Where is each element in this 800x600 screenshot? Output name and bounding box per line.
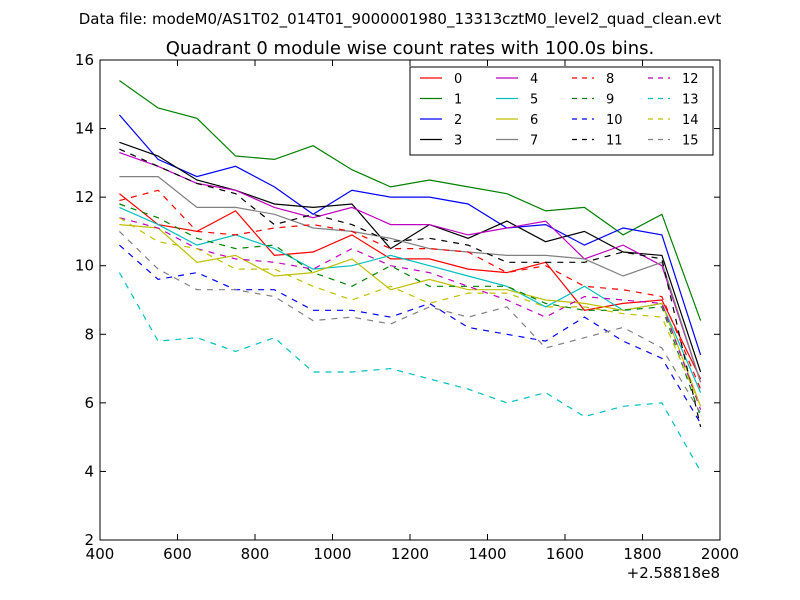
legend-label-7: 7 (530, 134, 538, 149)
series-lines (118, 80, 702, 472)
legend-label-9: 9 (606, 93, 614, 108)
y-tick-label: 6 (84, 394, 94, 412)
y-tick-label: 8 (84, 325, 94, 343)
series-line-5 (119, 206, 702, 393)
chart-suptitle: Data file: modeM0/AS1T02_014T01_90000019… (79, 10, 722, 29)
series-line-3 (119, 141, 702, 373)
x-tick-label: 1800 (623, 545, 661, 563)
legend-label-6: 6 (530, 113, 538, 128)
legend-label-14: 14 (682, 113, 699, 128)
x-tick-label: 1600 (546, 545, 584, 563)
series-line-2 (118, 114, 702, 356)
legend-label-10: 10 (606, 113, 623, 128)
legend-label-15: 15 (682, 134, 699, 149)
series-line-6 (119, 224, 702, 407)
x-tick-label: 1000 (313, 545, 351, 563)
y-tick-label: 12 (75, 188, 94, 206)
x-tick-label: 400 (86, 545, 115, 563)
series-line-0 (119, 193, 702, 380)
series-line-10 (119, 244, 702, 424)
series-line-14 (119, 217, 702, 407)
x-tick-label: 600 (163, 545, 192, 563)
y-tick-label: 14 (75, 120, 94, 138)
series-line-1 (119, 80, 702, 321)
x-tick-label: 1200 (391, 545, 429, 563)
series-line-13 (118, 272, 702, 472)
series-line-11 (119, 148, 702, 428)
series-line-7 (119, 176, 702, 383)
series-line-4 (119, 152, 702, 383)
axis-ticks: 400 600 800 1000 1200 1400 1600 1800 20002468101… (75, 51, 739, 563)
legend-label-2: 2 (454, 113, 462, 128)
plot-frame (99, 59, 721, 541)
x-offset-label: +2.58818e8 (627, 564, 720, 582)
legend-label-5: 5 (530, 93, 538, 108)
legend-box (409, 66, 714, 156)
y-tick-label: 4 (84, 462, 94, 480)
y-tick-label: 2 (84, 531, 94, 549)
x-tick-label: 800 (241, 545, 270, 563)
x-tick-label: 1400 (468, 545, 506, 563)
y-tick-label: 16 (75, 51, 94, 69)
legend-label-1: 1 (454, 93, 462, 108)
legend-label-8: 8 (606, 72, 614, 87)
legend-label-11: 11 (606, 134, 623, 149)
legend-label-0: 0 (454, 72, 462, 87)
legend-label-12: 12 (682, 72, 699, 87)
legend-label-13: 13 (682, 93, 699, 108)
y-tick-label: 10 (75, 257, 94, 275)
legend-label-3: 3 (454, 134, 462, 149)
series-line-9 (119, 203, 702, 417)
legend-label-4: 4 (530, 72, 538, 87)
x-tick-label: 2000 (701, 545, 739, 563)
chart-title: Quadrant 0 module wise count rates with … (166, 38, 655, 59)
series-line-8 (119, 189, 702, 390)
